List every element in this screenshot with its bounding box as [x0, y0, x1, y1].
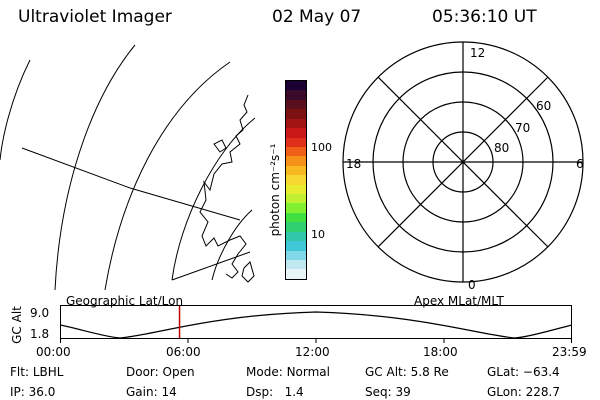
seq-value: 39 — [395, 385, 411, 399]
altitude-plot — [60, 305, 573, 343]
glat-label: GLat: — [487, 365, 520, 379]
seq-label: Seq: — [365, 385, 392, 399]
colorbar-swatch-3 — [286, 109, 306, 119]
altitude-xtick-2: 12:00 — [295, 345, 330, 359]
info-dsp: Dsp: 1.4 — [246, 385, 304, 399]
colorbar-unit: photon cm⁻²s⁻¹ — [268, 143, 282, 237]
polar-label-12: 12 — [470, 46, 485, 60]
colorbar-swatch-4 — [286, 118, 306, 129]
lat-arc-2 — [54, 44, 136, 290]
altitude-xtick-4: 23:59 — [552, 345, 587, 359]
lat-arc-4 — [171, 117, 256, 281]
mode-value: Normal — [286, 365, 330, 379]
colorbar-tick-100: 100 — [311, 141, 332, 154]
meridian-line — [21, 147, 241, 221]
colorbar-swatch-6 — [286, 137, 306, 147]
altitude-ytick-low: 1.8 — [30, 327, 50, 341]
info-door: Door: Open — [126, 365, 195, 379]
colorbar-swatch-11 — [286, 184, 306, 195]
altitude-frame — [60, 305, 572, 339]
info-mode: Mode: Normal — [246, 365, 330, 379]
flt-value: LBHL — [32, 365, 64, 379]
colorbar-swatch-15 — [286, 222, 306, 232]
altitude-xtick-3: 18:00 — [423, 345, 458, 359]
colorbar-swatch-10 — [286, 175, 306, 185]
geographic-map — [0, 44, 256, 290]
glon-label: GLon: — [487, 385, 522, 399]
colorbar-swatch-0 — [286, 81, 306, 91]
altitude-ylabel: GC Alt — [10, 306, 24, 344]
glon-value: 228.7 — [525, 385, 560, 399]
flt-label: Flt: — [10, 365, 29, 379]
info-ip: IP: 36.0 — [10, 385, 55, 399]
gcalt-label: GC Alt: — [365, 365, 407, 379]
apex-label: Apex MLat/MLT — [414, 294, 504, 308]
colorbar — [285, 80, 307, 280]
info-glon: GLon: 228.7 — [487, 385, 560, 399]
info-gcalt: GC Alt: 5.8 Re — [365, 365, 449, 379]
boundary-line — [171, 251, 251, 281]
ip-value: 36.0 — [28, 385, 56, 399]
altitude-xtick-0: 00:00 — [36, 345, 71, 359]
gcalt-value: 5.8 Re — [410, 365, 449, 379]
colorbar-swatch-9 — [286, 165, 306, 176]
polar-diag-2 — [377, 76, 549, 248]
dsp-value: 1.4 — [284, 385, 304, 399]
info-flt: Flt: LBHL — [10, 365, 63, 379]
gain-value: 14 — [161, 385, 177, 399]
lat-arc-1 — [0, 59, 31, 161]
dsp-label: Dsp: — [246, 385, 274, 399]
info-gain: Gain: 14 — [126, 385, 177, 399]
colorbar-swatch-13 — [286, 203, 306, 213]
ip-label: IP: — [10, 385, 25, 399]
coastline — [199, 94, 249, 279]
colorbar-swatch-19 — [286, 260, 306, 270]
info-glat: GLat: −63.4 — [487, 365, 560, 379]
coastline-3 — [241, 261, 255, 283]
colorbar-swatch-7 — [286, 146, 306, 157]
polar-label-0: 0 — [468, 278, 476, 292]
polar-lat-80: 80 — [494, 141, 509, 155]
colorbar-swatch-8 — [286, 156, 306, 166]
instrument-title: Ultraviolet Imager — [18, 7, 172, 27]
gain-label: Gain: — [126, 385, 158, 399]
time-label: 05:36:10 UT — [432, 7, 537, 27]
colorbar-swatch-2 — [286, 99, 306, 110]
colorbar-swatch-16 — [286, 231, 306, 242]
altitude-xtick-1: 06:00 — [166, 345, 201, 359]
polar-lat-70: 70 — [515, 121, 530, 135]
polar-lat-60: 60 — [536, 99, 551, 113]
colorbar-swatch-5 — [286, 128, 306, 138]
geographic-label: Geographic Lat/Lon — [66, 294, 184, 308]
colorbar-swatch-18 — [286, 250, 306, 261]
colorbar-swatch-20 — [286, 269, 306, 279]
glat-value: −63.4 — [522, 365, 560, 379]
altitude-curve — [60, 311, 573, 339]
info-seq: Seq: 39 — [365, 385, 411, 399]
colorbar-swatch-14 — [286, 212, 306, 223]
polar-plot: 12 18 6 0 60 70 80 — [342, 41, 584, 292]
polar-label-6: 6 — [576, 157, 584, 171]
mode-label: Mode: — [246, 365, 283, 379]
polar-label-18: 18 — [346, 157, 361, 171]
date-label: 02 May 07 — [272, 7, 362, 27]
door-value: Open — [162, 365, 195, 379]
door-label: Door: — [126, 365, 159, 379]
altitude-ytick-high: 9.0 — [30, 306, 50, 320]
colorbar-tick-10: 10 — [311, 228, 325, 241]
lat-arc-3 — [104, 61, 231, 290]
coastline-2 — [213, 139, 227, 153]
colorbar-swatch-1 — [286, 90, 306, 100]
colorbar-swatch-12 — [286, 194, 306, 204]
colorbar-swatch-17 — [286, 241, 306, 251]
